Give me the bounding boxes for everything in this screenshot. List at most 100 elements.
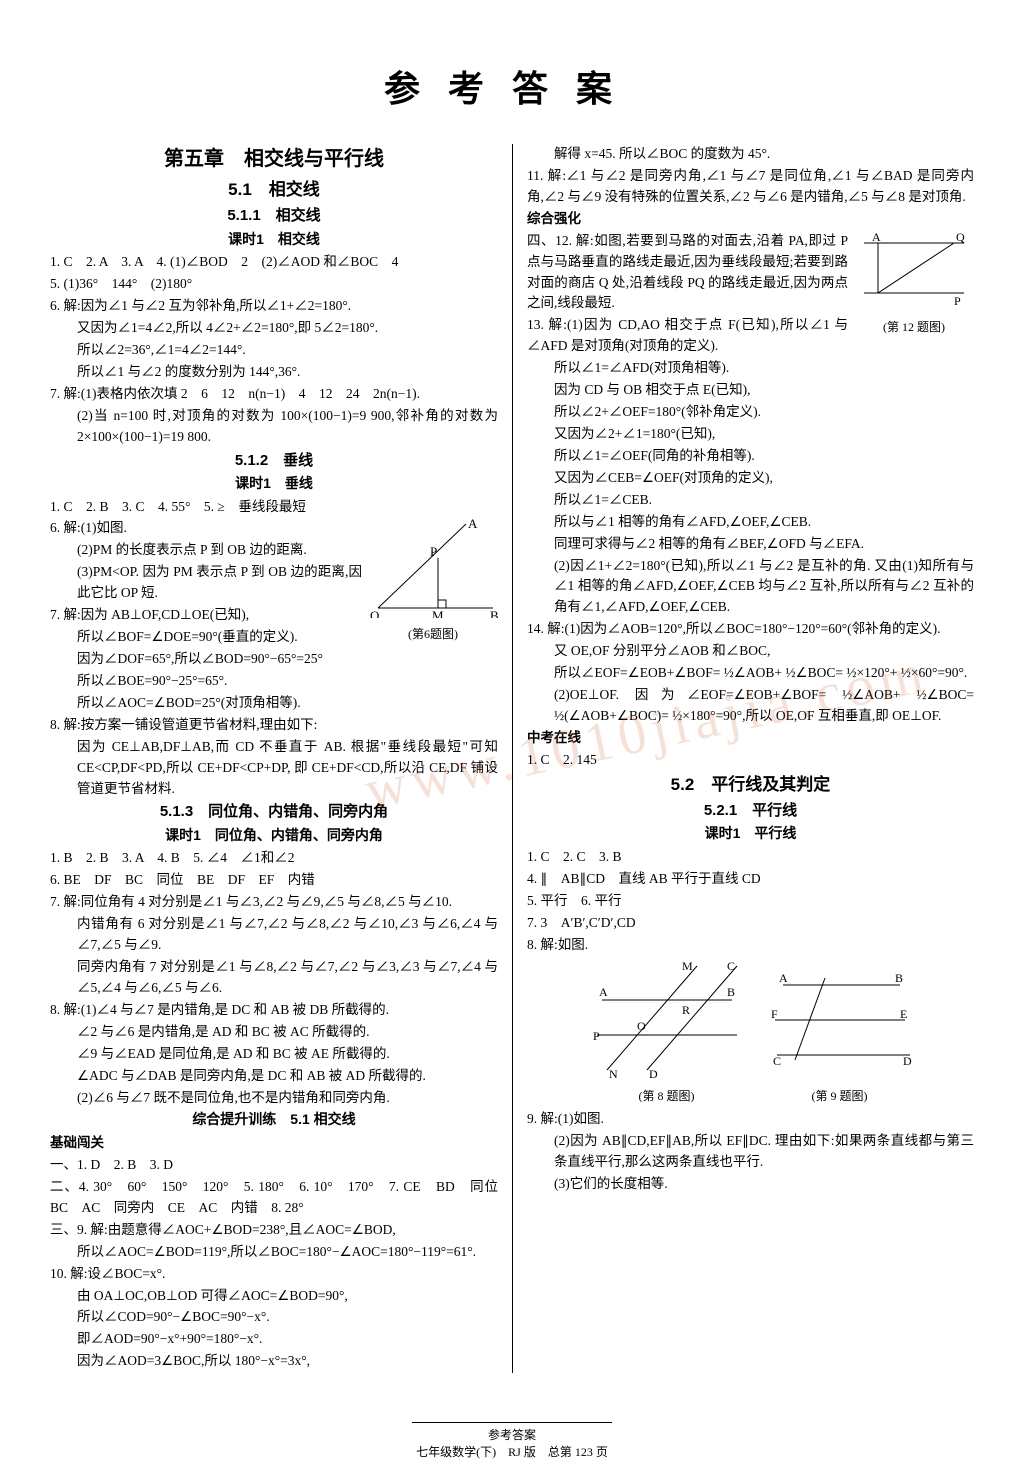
- subsection-5-1-2: 5.1.2 垂线: [50, 449, 498, 472]
- ans-line: 1. C 2. C 3. B: [527, 847, 974, 868]
- svg-text:Q: Q: [956, 231, 965, 244]
- svg-text:N: N: [609, 1067, 618, 1080]
- ans-line: 因为∠DOF=65°,所以∠BOD=90°−65°=25°: [50, 649, 498, 670]
- svg-text:P: P: [954, 294, 961, 308]
- ans-line: 8. 解:(1)∠4 与∠7 是内错角,是 DC 和 AB 被 DB 所截得的.: [50, 1000, 498, 1021]
- ans-line: (2)因∠1+∠2=180°(已知),所以∠1 与∠2 是互补的角. 又由(1)…: [527, 556, 974, 619]
- page-footer: 参考答案 七年级数学(下) RJ 版 总第 123 页: [0, 1419, 1024, 1460]
- content-columns: 第五章 相交线与平行线 5.1 相交线 5.1.1 相交线 课时1 相交线 1.…: [50, 144, 974, 1373]
- comp-label: 综合强化: [527, 209, 974, 230]
- lesson-v: 课时1 垂线: [50, 473, 498, 495]
- ans-line: 一、1. D 2. B 3. D: [50, 1155, 498, 1176]
- ans-line: (2)OE⊥OF. 因为∠EOF=∠EOB+∠BOF= ½∠AOB+ ½∠BOC…: [527, 685, 974, 727]
- section-5-2: 5.2 平行线及其判定: [527, 772, 974, 798]
- ans-line: 又 OE,OF 分别平分∠AOB 和∠BOC,: [527, 641, 974, 662]
- svg-text:R: R: [682, 1003, 690, 1017]
- ans-line: 4. ∥ AB∥CD 直线 AB 平行于直线 CD: [527, 869, 974, 890]
- svg-text:D: D: [903, 1054, 912, 1068]
- ans-line: 11. 解:∠1 与∠2 是同旁内角,∠1 与∠7 是同位角,∠1 与∠BAD …: [527, 166, 974, 208]
- ans-line: (3)它们的长度相等.: [527, 1174, 974, 1195]
- svg-text:C: C: [773, 1054, 781, 1068]
- ans-line: 因为 CE⊥AB,DF⊥AB,而 CD 不垂直于 AB. 根据"垂线段最短"可知…: [50, 737, 498, 800]
- subsection-5-2-1: 5.2.1 平行线: [527, 799, 974, 822]
- chapter-title: 第五章 相交线与平行线: [50, 144, 498, 175]
- ans-line: 所以∠1 与∠2 的度数分别为 144°,36°.: [50, 362, 498, 383]
- footer-text-1: 参考答案: [0, 1426, 1024, 1443]
- figure-8-caption: (第 8 题图): [587, 1087, 747, 1106]
- ans-line: 所以∠EOF=∠EOB+∠BOF= ½∠AOB+ ½∠BOC= ½×120°+ …: [527, 663, 974, 684]
- svg-text:O: O: [637, 1019, 646, 1033]
- ans-line: 二、4. 30° 60° 150° 120° 5. 180° 6. 10° 17…: [50, 1177, 498, 1219]
- ans-line: 8. 解:按方案一铺设管道更节省材料,理由如下:: [50, 715, 498, 736]
- ans-line: 同旁内角有 7 对分别是∠1 与∠8,∠2 与∠7,∠2 与∠3,∠3 与∠7,…: [50, 957, 498, 999]
- ans-line: 由 OA⊥OC,OB⊥OD 可得∠AOC=∠BOD=90°,: [50, 1286, 498, 1307]
- ans-line: 又因为∠CEB=∠OEF(对顶角的定义),: [527, 468, 974, 489]
- section-5-1: 5.1 相交线: [50, 177, 498, 203]
- ans-line: (2)∠6 与∠7 既不是同位角,也不是内错角和同旁内角.: [50, 1088, 498, 1109]
- svg-text:B: B: [895, 971, 903, 985]
- ans-line: 所以∠COD=90°−∠BOC=90°−x°.: [50, 1307, 498, 1328]
- svg-text:P: P: [593, 1029, 600, 1043]
- ans-line: 10. 解:设∠BOC=x°.: [50, 1264, 498, 1285]
- svg-text:E: E: [900, 1007, 907, 1021]
- ans-line: 7. 3 A′B′,C′D′,CD: [527, 913, 974, 934]
- ans-line: 因为∠AOD=3∠BOC,所以 180°−x°=3x°,: [50, 1351, 498, 1372]
- ans-line: ∠9 与∠EAD 是同位角,是 AD 和 BC 被 AE 所截得的.: [50, 1044, 498, 1065]
- zk-label: 中考在线: [527, 728, 974, 749]
- ans-line: 所以∠2=36°,∠1=4∠2=144°.: [50, 340, 498, 361]
- ans-line: 1. C 2. 145: [527, 750, 974, 771]
- svg-text:O: O: [370, 608, 379, 618]
- subsection-5-1-3: 5.1.3 同位角、内错角、同旁内角: [50, 800, 498, 823]
- ans-line: 5. 平行 6. 平行: [527, 891, 974, 912]
- right-column: 解得 x=45. 所以∠BOC 的度数为 45°. 11. 解:∠1 与∠2 是…: [512, 144, 974, 1373]
- lesson-t: 课时1 同位角、内错角、同旁内角: [50, 825, 498, 847]
- ans-line: 又因为∠2+∠1=180°(已知),: [527, 424, 974, 445]
- ans-line: 6. BE DF BC 同位 BE DF EF 内错: [50, 870, 498, 891]
- ans-line: 所以∠2+∠OEF=180°(邻补角定义).: [527, 402, 974, 423]
- ans-line: 8. 解:如图.: [527, 935, 974, 956]
- ans-line: (2)当 n=100 时,对顶角的对数为 100×(100−1)=9 900,邻…: [50, 406, 498, 448]
- ans-line: 因为 CD 与 OB 相交于点 E(已知),: [527, 380, 974, 401]
- ans-line: ∠2 与∠6 是内错角,是 AD 和 BC 被 AC 所截得的.: [50, 1022, 498, 1043]
- svg-text:M: M: [682, 960, 693, 973]
- ans-line: 6. 解:因为∠1 与∠2 互为邻补角,所以∠1+∠2=180°.: [50, 296, 498, 317]
- ans-line: 7. 解:同位角有 4 对分别是∠1 与∠3,∠2 与∠9,∠5 与∠8,∠5 …: [50, 892, 498, 913]
- ans-line: 所以∠1=∠AFD(对顶角相等).: [527, 358, 974, 379]
- ans-line: ∠ADC 与∠DAB 是同旁内角,是 DC 和 AB 被 AD 所截得的.: [50, 1066, 498, 1087]
- ans-line: 1. C 2. B 3. C 4. 55° 5. ≥ 垂线段最短: [50, 497, 498, 518]
- ans-line: 内错角有 6 对分别是∠1 与∠7,∠2 与∠8,∠2 与∠10,∠3 与∠6,…: [50, 914, 498, 956]
- ans-line: 1. C 2. A 3. A 4. (1)∠BOD 2 (2)∠AOD 和∠BO…: [50, 252, 498, 273]
- figure-9: A B F E C D (第 9 题图): [765, 960, 915, 1106]
- ans-line: 三、9. 解:由题意得∠AOC+∠BOD=238°,且∠AOC=∠BOD,: [50, 1220, 498, 1241]
- lesson-p: 课时1 平行线: [527, 823, 974, 845]
- svg-text:M: M: [432, 608, 444, 618]
- figure-9-caption: (第 9 题图): [765, 1087, 915, 1106]
- svg-text:C: C: [727, 960, 735, 973]
- ans-line: 所以∠AOC=∠BOD=119°,所以∠BOC=180°−∠AOC=180°−1…: [50, 1242, 498, 1263]
- left-column: 第五章 相交线与平行线 5.1 相交线 5.1.1 相交线 课时1 相交线 1.…: [50, 144, 512, 1373]
- ans-line: 所以∠1=∠CEB.: [527, 490, 974, 511]
- footer-text-2: 七年级数学(下) RJ 版 总第 123 页: [0, 1443, 1024, 1460]
- ans-line: 又因为∠1=4∠2,所以 4∠2+∠2=180°,即 5∠2=180°.: [50, 318, 498, 339]
- ans-line: 所以∠BOE=90°−25°=65°.: [50, 671, 498, 692]
- base-label: 基础闯关: [50, 1133, 498, 1154]
- subsection-5-1-1: 5.1.1 相交线: [50, 204, 498, 227]
- ans-line: 9. 解:(1)如图.: [527, 1109, 974, 1130]
- comp-title: 综合提升训练 5.1 相交线: [50, 1109, 498, 1131]
- svg-text:D: D: [649, 1067, 658, 1080]
- figure-6-svg: A P B O M: [368, 518, 498, 618]
- svg-text:A: A: [779, 971, 788, 985]
- svg-text:P: P: [430, 544, 437, 559]
- ans-line: 解得 x=45. 所以∠BOC 的度数为 45°.: [527, 144, 974, 165]
- svg-text:B: B: [727, 985, 735, 999]
- figure-8-svg: M C A B R O P N D: [587, 960, 747, 1080]
- svg-text:A: A: [468, 518, 478, 531]
- ans-line: (2)因为 AB∥CD,EF∥AB,所以 EF∥DC. 理由如下:如果两条直线都…: [527, 1131, 974, 1173]
- ans-line: 1. B 2. B 3. A 4. B 5. ∠4 ∠1和∠2: [50, 848, 498, 869]
- figure-6: A P B O M (第6题图): [368, 518, 498, 644]
- svg-text:B: B: [490, 608, 498, 618]
- figure-12: A Q P (第 12 题图): [854, 231, 974, 337]
- page-title: 参考答案: [50, 60, 974, 112]
- ans-line: 所以∠1=∠OEF(同角的补角相等).: [527, 446, 974, 467]
- ans-line: 即∠AOD=90°−x°+90°=180°−x°.: [50, 1329, 498, 1350]
